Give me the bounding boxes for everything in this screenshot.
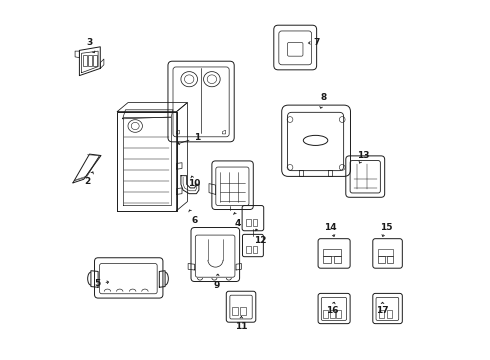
Text: 9: 9 (213, 274, 220, 289)
Text: 17: 17 (376, 302, 389, 315)
Text: 12: 12 (254, 229, 267, 245)
Bar (378, 256, 385, 263)
Bar (337, 310, 341, 318)
Text: 16: 16 (326, 302, 339, 315)
Bar (323, 310, 328, 318)
Bar (379, 310, 384, 318)
Text: 2: 2 (84, 172, 94, 186)
Text: 4: 4 (234, 213, 241, 228)
Bar (387, 310, 392, 318)
Bar (88, 55, 92, 66)
Bar (246, 246, 251, 253)
Bar (246, 219, 251, 226)
Text: 5: 5 (94, 279, 108, 288)
Text: 13: 13 (357, 151, 369, 163)
Text: 11: 11 (235, 316, 247, 331)
Bar (253, 246, 257, 253)
Text: 3: 3 (86, 38, 95, 53)
Bar (323, 256, 331, 263)
Bar (378, 249, 392, 256)
Text: 8: 8 (320, 93, 327, 108)
Bar (253, 219, 257, 226)
Bar (83, 55, 87, 66)
Text: 14: 14 (324, 223, 337, 236)
Text: 15: 15 (380, 223, 392, 236)
Bar (323, 249, 341, 256)
Text: 7: 7 (308, 38, 320, 47)
Text: 6: 6 (189, 210, 198, 225)
Text: 1: 1 (178, 133, 200, 145)
Text: 10: 10 (188, 176, 200, 188)
Bar (232, 307, 238, 315)
Bar (240, 307, 245, 315)
Bar (387, 256, 393, 263)
Bar (93, 55, 97, 66)
Bar (330, 310, 335, 318)
Bar (334, 256, 341, 263)
